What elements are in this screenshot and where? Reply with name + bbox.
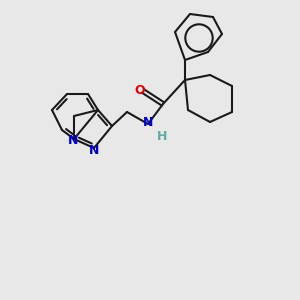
Text: N: N xyxy=(89,143,99,157)
Text: N: N xyxy=(68,134,78,146)
Text: H: H xyxy=(157,130,167,142)
Text: O: O xyxy=(135,85,145,98)
Text: N: N xyxy=(143,116,153,130)
